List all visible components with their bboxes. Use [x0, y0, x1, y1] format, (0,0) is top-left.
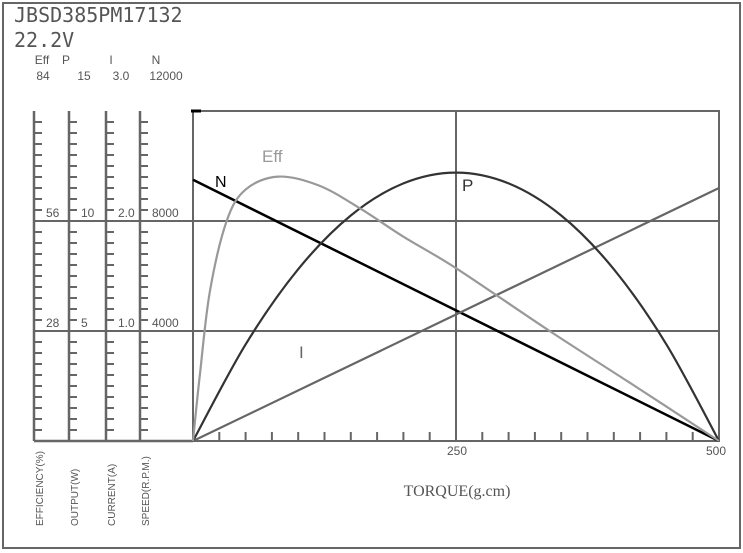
series-label-n: N — [215, 174, 227, 191]
scale-label-i: CURRENT(A) — [107, 464, 118, 526]
scale-tick-label: 15 — [77, 69, 91, 83]
series-label-p: P — [462, 176, 473, 195]
scale-tick-label: 3.0 — [113, 69, 130, 83]
scale-header-eff: Eff — [35, 53, 50, 67]
voltage-label: 22.2V — [14, 28, 74, 52]
scale-tick-label: 2.0 — [118, 206, 135, 220]
scale-tick-label: 28 — [46, 316, 60, 330]
scale-tick-label: 56 — [46, 206, 60, 220]
series-label-i: I — [299, 343, 304, 362]
scale-header-p: P — [62, 53, 70, 67]
scale-label-eff: EFFICIENCY(%) — [35, 451, 46, 526]
scale-tick-label: 8000 — [152, 206, 179, 220]
x-tick-label-250: 250 — [447, 444, 467, 458]
series-p-line — [192, 171, 720, 442]
scale-header-n: N — [152, 53, 161, 67]
scale-tick-label: 4000 — [152, 316, 179, 330]
series-i-line — [192, 187, 720, 442]
plot-area — [191, 109, 720, 443]
scale-tick-label: 5 — [81, 316, 88, 330]
series-eff-line — [191, 175, 720, 442]
model-title: JBSD385PM17132 — [14, 3, 183, 27]
scale-tick-label: 12000 — [149, 69, 183, 83]
scale-tick-label: 10 — [81, 206, 95, 220]
scale-tick-label: 84 — [36, 69, 50, 83]
scale-label-n: SPEED(R.P.M.) — [141, 456, 152, 526]
scale-header-i: I — [109, 53, 112, 67]
series-label-eff: Eff — [262, 147, 283, 166]
scale-label-p: OUTPUT(W) — [70, 469, 81, 526]
x-tick-label-500: 500 — [706, 444, 726, 458]
left-scales: Eff 84 56 28 EFFICIENCY(%) P 15 10 5 OUTPUT(W) I3.… — [32, 53, 193, 526]
x-axis-label: TORQUE(g.cm) — [404, 483, 511, 500]
scale-tick-label: 1.0 — [118, 316, 135, 330]
series-n-line — [192, 178, 720, 443]
